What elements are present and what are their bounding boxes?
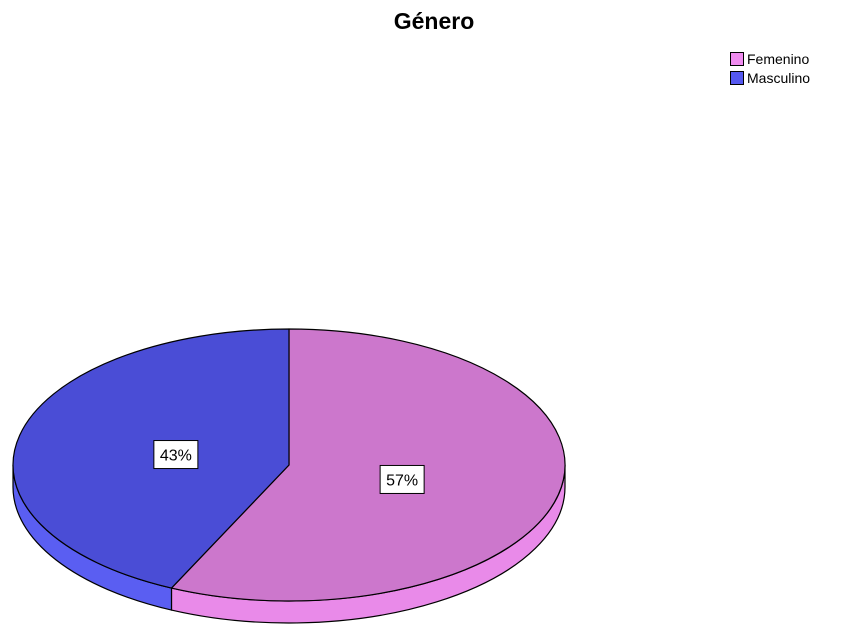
chart-title: Género: [393, 8, 475, 34]
legend-item-masculino: Masculino: [730, 68, 810, 87]
legend-swatch-masculino: [730, 70, 744, 85]
legend: Femenino Masculino: [730, 49, 810, 87]
pie-tops: [12, 328, 566, 602]
pie-labels: 57% 43%: [153, 440, 425, 494]
legend-swatch-femenino: [730, 51, 744, 66]
legend-item-femenino: Femenino: [730, 49, 810, 68]
data-label-masculino: 43%: [153, 440, 199, 470]
data-label-text-masculino: 43%: [160, 448, 192, 465]
pie-slice-femenino: [170, 328, 566, 602]
data-label-text-femenino: 57%: [386, 472, 418, 489]
data-label-femenino: 57%: [379, 464, 425, 494]
pie-slice-masculino: [12, 328, 290, 589]
legend-label-femenino: Femenino: [747, 50, 810, 67]
data-label-box-femenino: [379, 464, 425, 494]
data-label-box-masculino: [153, 440, 199, 470]
legend-label-masculino: Masculino: [747, 69, 811, 86]
